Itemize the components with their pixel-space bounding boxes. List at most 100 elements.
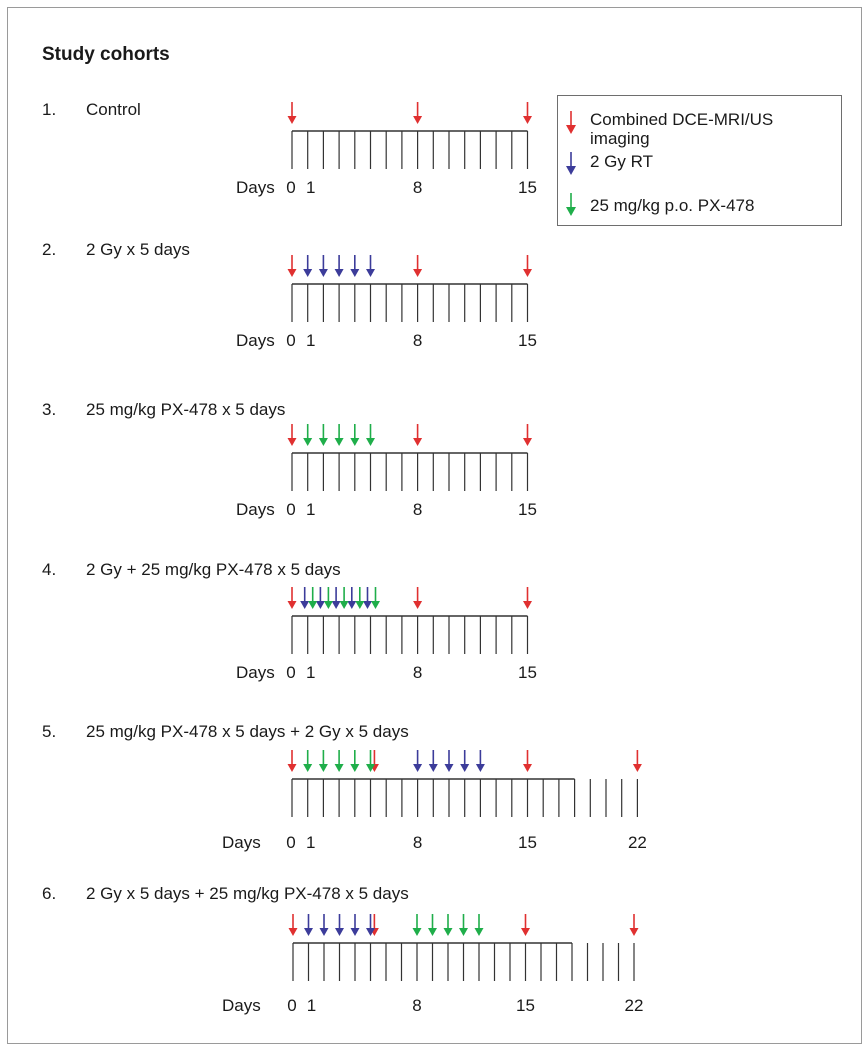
cohort-4-tick-label-15: 15 <box>518 663 537 682</box>
cohort-3-number: 3. <box>42 400 57 419</box>
cohort-5-rt-arrow-day-9 <box>428 750 438 772</box>
cohort-3-drug-arrow-day-4 <box>350 424 360 446</box>
cohort-3-imaging-arrow-day-15 <box>523 424 532 446</box>
cohort-6-drug-arrow-day-8 <box>412 914 422 936</box>
cohort-1-tick-label-15: 15 <box>518 178 537 197</box>
cohort-4-imaging-arrow-day-15 <box>523 587 532 609</box>
cohort-6-tick-label-0: 0 <box>287 996 296 1015</box>
cohort-2-tick-label-1: 1 <box>306 331 315 350</box>
cohort-4-rt-arrow-day-3 <box>331 587 341 609</box>
cohort-2-tick-label-8: 8 <box>413 331 422 350</box>
cohort-1-tick-label-8: 8 <box>413 178 422 197</box>
cohort-6-number: 6. <box>42 884 57 903</box>
cohort-6-rt-arrow-day-5 <box>366 914 375 936</box>
cohort-4-drug-arrow-day-5 <box>371 587 380 609</box>
cohort-2-days-label: Days <box>236 331 275 350</box>
cohort-6-days-label: Days <box>222 996 261 1015</box>
cohort-6-imaging-arrow-day-22 <box>629 914 639 936</box>
figure-title: Study cohorts <box>42 44 170 65</box>
cohort-2-rt-arrow-day-1 <box>303 255 313 277</box>
cohort-6-name: 2 Gy x 5 days + 25 mg/kg PX-478 x 5 days <box>86 884 409 903</box>
cohort-2-imaging-arrow-day-0 <box>287 255 297 277</box>
cohort-3-tick-label-8: 8 <box>413 500 422 519</box>
cohort-2-rt-arrow-day-5 <box>366 255 375 277</box>
cohort-1-imaging-arrow-day-15 <box>523 102 532 124</box>
cohort-4-number: 4. <box>42 560 57 579</box>
cohort-3-drug-arrow-day-3 <box>334 424 344 446</box>
cohort-2-name: 2 Gy x 5 days <box>86 240 190 259</box>
legend-imaging-line2: imaging <box>590 129 650 148</box>
cohort-5-imaging-arrow-day-15 <box>523 750 532 772</box>
cohort-4-rt-arrow-day-5 <box>363 587 372 609</box>
cohort-5-imaging-arrow-day-22 <box>632 750 642 772</box>
cohort-6-rt-arrow-day-1 <box>304 914 313 936</box>
cohort-3-drug-arrow-day-5 <box>366 424 375 446</box>
cohort-2-imaging-arrow-day-15 <box>523 255 532 277</box>
cohort-6-tick-label-8: 8 <box>412 996 421 1015</box>
cohort-3-tick-label-0: 0 <box>286 500 295 519</box>
cohort-4-tick-label-0: 0 <box>286 663 295 682</box>
cohort-3-drug-arrow-day-1 <box>303 424 313 446</box>
cohort-4-drug-arrow-day-3 <box>339 587 349 609</box>
cohort-5-rt-arrow-day-10 <box>444 750 454 772</box>
cohort-4-rt-arrow-day-2 <box>315 587 325 609</box>
cohort-2-rt-arrow-day-2 <box>318 255 328 277</box>
legend-rt-label: 2 Gy RT <box>590 152 653 171</box>
cohort-1-name: Control <box>86 100 141 119</box>
cohort-5-number: 5. <box>42 722 57 741</box>
cohort-2-rt-arrow-day-3 <box>334 255 344 277</box>
cohort-6-drug-arrow-day-9 <box>428 914 437 936</box>
cohort-5-drug-arrow-day-3 <box>334 750 344 772</box>
imaging-arrow-icon <box>566 111 576 134</box>
cohort-6-rt-arrow-day-4 <box>350 914 360 936</box>
cohort-2-rt-arrow-day-4 <box>350 255 360 277</box>
cohort-3-name: 25 mg/kg PX-478 x 5 days <box>86 400 286 419</box>
cohort-6-imaging-arrow-day-0 <box>288 914 298 936</box>
cohort-2-imaging-arrow-day-8 <box>413 255 423 277</box>
cohort-5-drug-arrow-day-1 <box>303 750 313 772</box>
cohort-5-tick-label-8: 8 <box>413 833 422 852</box>
legend-imaging-line1: Combined DCE-MRI/US <box>590 110 774 129</box>
cohort-1-days-label: Days <box>236 178 275 197</box>
cohort-2-tick-label-0: 0 <box>286 331 295 350</box>
cohort-6-drug-arrow-day-10 <box>443 914 453 936</box>
cohort-3-imaging-arrow-day-0 <box>287 424 297 446</box>
legend-box: Combined DCE-MRI/US imaging 2 Gy RT 25 m… <box>557 95 842 226</box>
cohort-4-drug-arrow-day-1 <box>308 587 318 609</box>
cohort-4-tick-label-1: 1 <box>306 663 315 682</box>
legend-drug-label: 25 mg/kg p.o. PX-478 <box>590 196 755 215</box>
cohort-4-drug-arrow-day-2 <box>323 587 333 609</box>
cohort-5-rt-arrow-day-11 <box>460 750 470 772</box>
rt-arrow-icon <box>566 152 576 175</box>
cohort-4-imaging-arrow-day-0 <box>287 587 297 609</box>
cohort-6-imaging-arrow-day-15 <box>521 914 530 936</box>
cohort-1-number: 1. <box>42 100 57 119</box>
cohort-4-drug-arrow-day-4 <box>355 587 365 609</box>
cohort-3-tick-label-15: 15 <box>518 500 537 519</box>
cohort-5-tick-label-22: 22 <box>628 833 647 852</box>
cohort-5-drug-arrow-day-4 <box>350 750 360 772</box>
cohort-4-name: 2 Gy + 25 mg/kg PX-478 x 5 days <box>86 560 341 579</box>
cohort-5-days-label: Days <box>222 833 261 852</box>
drug-arrow-icon <box>566 193 576 216</box>
cohort-4-imaging-arrow-day-8 <box>413 587 423 609</box>
cohort-5-name: 25 mg/kg PX-478 x 5 days + 2 Gy x 5 days <box>86 722 409 741</box>
cohort-5-tick-label-1: 1 <box>306 833 315 852</box>
cohort-6-tick-label-22: 22 <box>625 996 644 1015</box>
cohort-4-rt-arrow-day-1 <box>300 587 310 609</box>
cohort-5-drug-arrow-day-5 <box>366 750 375 772</box>
cohort-4-rt-arrow-day-4 <box>347 587 357 609</box>
cohort-3-days-label: Days <box>236 500 275 519</box>
cohort-4-days-label: Days <box>236 663 275 682</box>
cohort-4-tick-label-8: 8 <box>413 663 422 682</box>
cohort-5-rt-arrow-day-8 <box>413 750 423 772</box>
cohort-3-tick-label-1: 1 <box>306 500 315 519</box>
cohort-3-drug-arrow-day-2 <box>318 424 328 446</box>
cohort-3-imaging-arrow-day-8 <box>413 424 423 446</box>
cohort-5-drug-arrow-day-2 <box>318 750 328 772</box>
cohort-6-drug-arrow-day-11 <box>459 914 468 936</box>
cohort-1-imaging-arrow-day-8 <box>413 102 423 124</box>
cohort-6-tick-label-1: 1 <box>307 996 316 1015</box>
cohort-2-number: 2. <box>42 240 57 259</box>
